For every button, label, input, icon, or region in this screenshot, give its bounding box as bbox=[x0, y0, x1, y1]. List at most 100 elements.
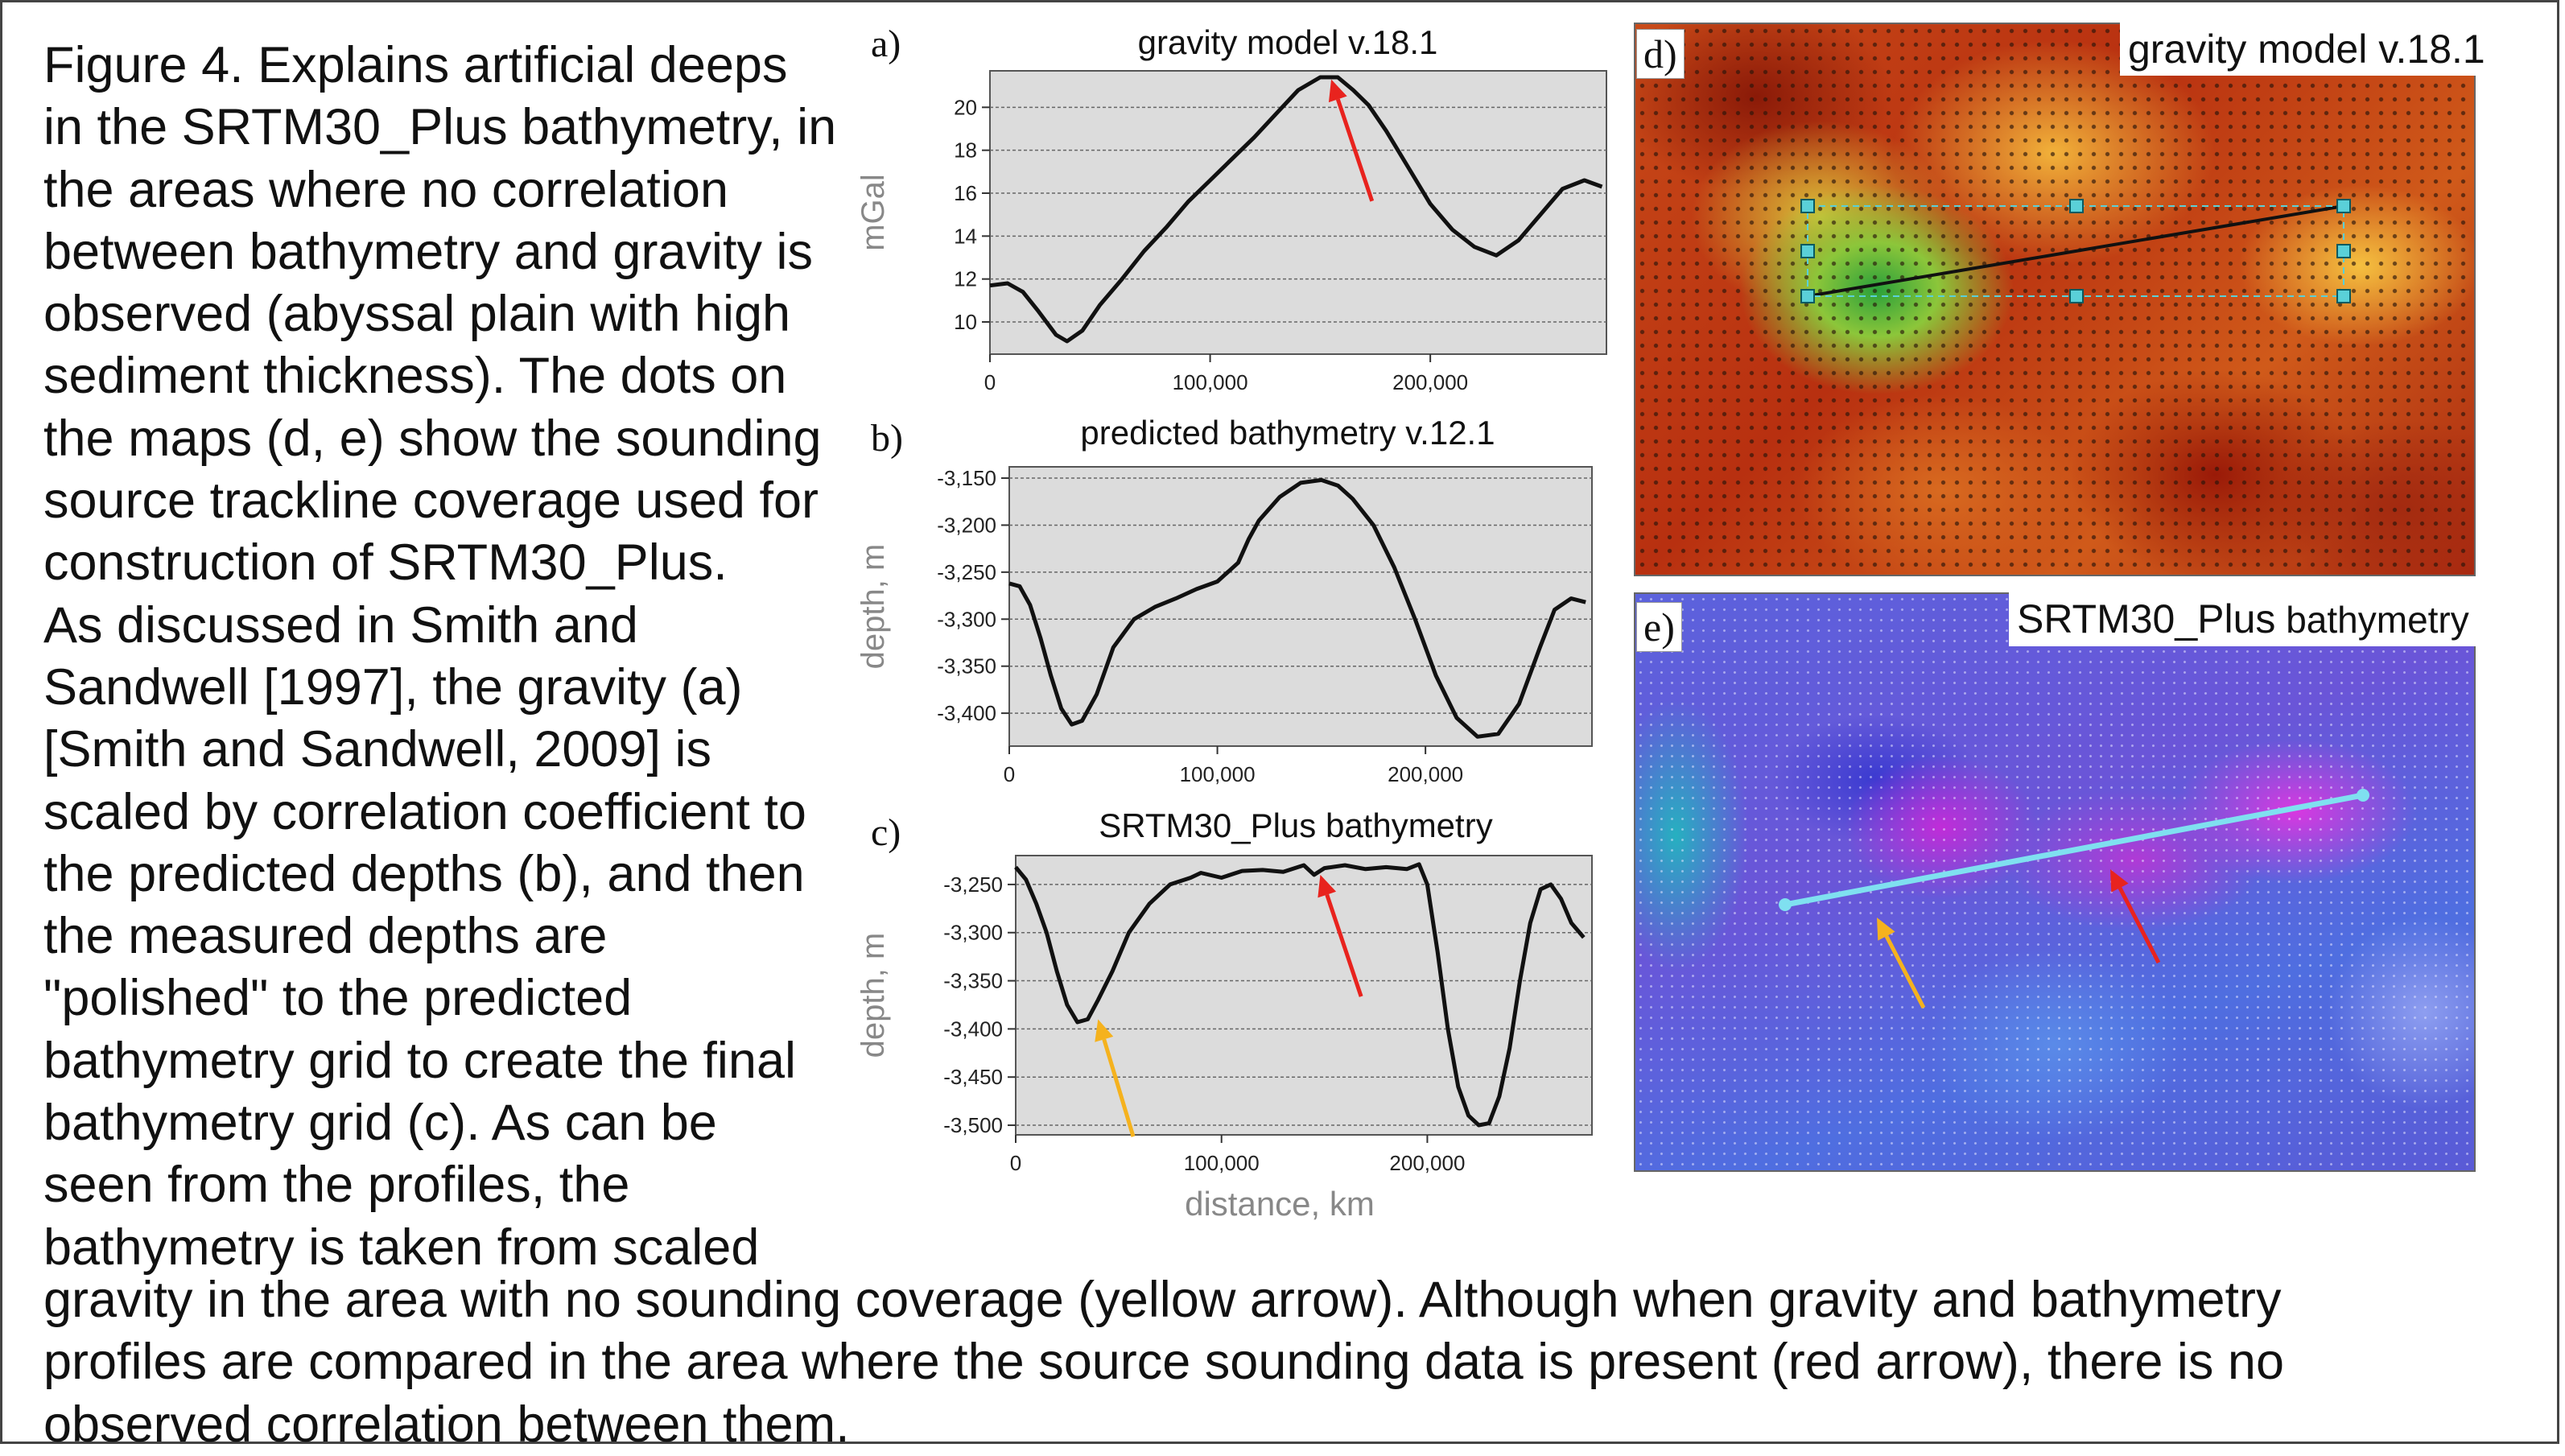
y-axis-label: depth, m bbox=[856, 544, 891, 670]
y-tick-label: 12 bbox=[954, 267, 977, 291]
caption-line: the predicted depths (b), and then bbox=[43, 845, 805, 902]
bathymetry-map-title-main: SRTM30_Plus bbox=[2017, 596, 2276, 641]
x-tick-label: 100,000 bbox=[1184, 1151, 1260, 1175]
x-tick-label: 0 bbox=[984, 370, 996, 394]
profile-charts: 10 12 14 16 18 20 0 100,000 200,000 gravity model… bbox=[856, 23, 1607, 1223]
selection-handle bbox=[1800, 244, 1815, 258]
red-arrow bbox=[1328, 79, 1375, 202]
caption-line: bathymetry grid (c). As can be bbox=[43, 1095, 717, 1152]
y-tick-label: -3,400 bbox=[937, 701, 996, 725]
selection-handle bbox=[2336, 199, 2351, 213]
profile-chart-a: 10 12 14 16 18 20 0 100,000 200,000 gravity model… bbox=[856, 23, 1607, 394]
red-arrow-shaft bbox=[1325, 893, 1363, 997]
caption-line: the areas where no correlation bbox=[43, 161, 728, 218]
bathymetry-map-title-small: bathymetry bbox=[2275, 599, 2469, 641]
profile-chart-b: -3,150 -3,200 -3,250 -3,300 -3,350 -3,400 0 100… bbox=[856, 414, 1593, 786]
x-tick-label: 0 bbox=[1010, 1151, 1021, 1175]
panel-letter-d: d) bbox=[1636, 29, 1685, 79]
selection-handle bbox=[1800, 199, 1815, 213]
y-tick-label: -3,300 bbox=[943, 921, 1003, 945]
y-tick-label: -3,300 bbox=[937, 607, 996, 631]
y-axis-label: mGal bbox=[856, 174, 891, 251]
chart-title: SRTM30_Plus bathymetry bbox=[1099, 806, 1492, 844]
series-line bbox=[1014, 862, 1586, 1128]
yellow-arrow-head bbox=[1095, 1019, 1114, 1042]
selection-handle bbox=[1800, 289, 1815, 303]
bathymetry-map-overlay bbox=[1779, 789, 2369, 1009]
selection-handle bbox=[2336, 289, 2351, 303]
series-line bbox=[989, 75, 1603, 344]
plot-area bbox=[1008, 466, 1593, 747]
caption-bottom: gravity in the area with no sounding cov… bbox=[43, 1269, 2284, 1456]
yellow-arrow-shaft bbox=[1884, 934, 1926, 1009]
profile-track-line bbox=[1807, 204, 2344, 298]
y-tick-label: -3,350 bbox=[937, 654, 996, 679]
x-tick-label: 200,000 bbox=[1389, 1151, 1465, 1175]
red-arrow bbox=[1318, 874, 1363, 997]
caption-line: observed (abyssal plain with high bbox=[43, 286, 791, 343]
selection-handle bbox=[2069, 289, 2084, 303]
caption-line: bathymetry is taken from scaled bbox=[43, 1219, 760, 1276]
plot-area bbox=[989, 70, 1607, 355]
x-tick-label: 0 bbox=[1004, 762, 1015, 786]
caption-line: seen from the profiles, the bbox=[43, 1157, 630, 1214]
y-tick-label: -3,200 bbox=[937, 513, 996, 537]
y-tick-label: 14 bbox=[954, 224, 977, 248]
x-axis-label: distance, km bbox=[1185, 1185, 1375, 1223]
y-tick-label: 10 bbox=[954, 310, 977, 334]
y-tick-label: -3,500 bbox=[943, 1113, 1003, 1137]
chart-title: gravity model v.18.1 bbox=[1138, 23, 1438, 61]
panel-letter-e: e) bbox=[1636, 602, 1682, 652]
gravity-map-title: gravity model v.18.1 bbox=[2120, 23, 2493, 76]
yellow-arrow-shaft bbox=[1102, 1038, 1136, 1137]
profile-track-line bbox=[1784, 792, 2364, 908]
y-tick-label: -3,450 bbox=[943, 1065, 1003, 1089]
y-tick-label: -3,350 bbox=[943, 969, 1003, 993]
caption-line: in the SRTM30_Plus bathymetry, in bbox=[43, 99, 837, 156]
yellow-arrow bbox=[1877, 918, 1926, 1009]
yellow-arrow bbox=[1095, 1019, 1136, 1137]
y-tick-label: -3,150 bbox=[937, 466, 996, 490]
caption-line: [Smith and Sandwell, 2009] is bbox=[43, 721, 711, 778]
caption-line: source trackline coverage used for bbox=[43, 472, 819, 530]
caption-left: Figure 4. Explains artificial deeps in t… bbox=[43, 35, 836, 1279]
caption-line: As discussed in Smith and bbox=[43, 596, 638, 654]
red-arrow-shaft bbox=[2118, 886, 2161, 964]
caption-line: Sandwell [1997], the gravity (a) bbox=[43, 658, 743, 716]
caption-line: construction of SRTM30_Plus. bbox=[43, 534, 728, 592]
panel-letter: b) bbox=[871, 417, 903, 460]
plot-area bbox=[1015, 855, 1593, 1136]
x-tick-label: 200,000 bbox=[1388, 762, 1463, 786]
y-tick-label: -3,400 bbox=[943, 1017, 1003, 1041]
caption-line: between bathymetry and gravity is bbox=[43, 223, 813, 280]
caption-line: gravity in the area with no sounding cov… bbox=[43, 1272, 2282, 1328]
y-tick-label: -3,250 bbox=[943, 872, 1003, 897]
chart-title: predicted bathymetry v.12.1 bbox=[1080, 414, 1495, 452]
selection-handle bbox=[2336, 244, 2351, 258]
caption-line: "polished" to the predicted bbox=[43, 970, 633, 1027]
track-end-point bbox=[2357, 789, 2369, 802]
panel-letter: c) bbox=[871, 811, 901, 854]
selection-handle bbox=[2069, 199, 2084, 213]
x-tick-label: 100,000 bbox=[1173, 370, 1248, 394]
red-arrow-head bbox=[1328, 79, 1347, 103]
gravity-map bbox=[1634, 23, 2476, 576]
x-tick-label: 100,000 bbox=[1180, 762, 1256, 786]
gravity-map-overlay bbox=[1800, 199, 2351, 303]
y-tick-label: -3,250 bbox=[937, 560, 996, 584]
yellow-arrow-head bbox=[1877, 918, 1895, 941]
y-tick-label: 18 bbox=[954, 138, 977, 163]
series-line bbox=[1008, 477, 1586, 739]
track-end-point bbox=[1779, 898, 1792, 911]
red-arrow-shaft bbox=[1335, 98, 1375, 202]
y-tick-label: 20 bbox=[954, 95, 977, 119]
caption-line: the maps (d, e) show the sounding bbox=[43, 410, 822, 467]
bathymetry-map bbox=[1634, 592, 2476, 1172]
caption-line: scaled by correlation coefficient to bbox=[43, 783, 806, 840]
caption-line: bathymetry grid to create the final bbox=[43, 1032, 796, 1089]
caption-line: Figure 4. Explains artificial deeps bbox=[43, 37, 788, 93]
caption-line: profiles are compared in the area where … bbox=[43, 1334, 2284, 1391]
x-tick-label: 200,000 bbox=[1392, 370, 1468, 394]
bathymetry-map-title: SRTM30_Plus bathymetry bbox=[2009, 592, 2477, 646]
